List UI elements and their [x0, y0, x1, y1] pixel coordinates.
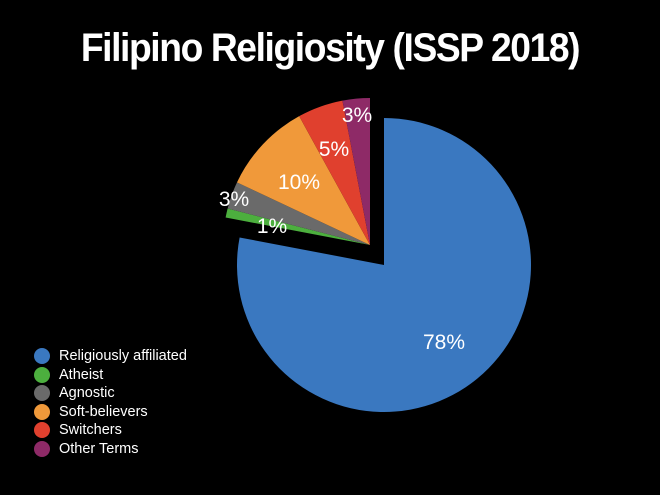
legend-label: Religiously affiliated [59, 348, 187, 365]
slice-label: 10% [278, 171, 320, 194]
legend-item: Soft-believers [34, 403, 187, 422]
slice-label: 5% [319, 138, 349, 161]
legend-label: Atheist [59, 366, 104, 383]
slice-label: 3% [342, 104, 372, 127]
legend-label: Switchers [59, 422, 122, 439]
legend-swatch-icon [34, 422, 50, 439]
chart-legend: Religiously affiliated Atheist Agnostic Sof… [34, 347, 187, 458]
legend-swatch-icon [34, 385, 50, 402]
legend-swatch-icon [34, 366, 50, 383]
legend-swatch-icon [34, 348, 50, 365]
pie-slice-other-terms [342, 98, 370, 245]
slice-label: 1% [257, 215, 287, 238]
slice-label: 3% [219, 188, 249, 211]
pie-slice-atheist [225, 208, 370, 245]
legend-item: Atheist [34, 366, 187, 385]
legend-swatch-icon [34, 403, 50, 420]
legend-swatch-icon [34, 440, 50, 457]
legend-item: Religiously affiliated [34, 347, 187, 366]
chart-title: Filipino Religiosity (ISSP 2018) [80, 26, 581, 70]
legend-item: Switchers [34, 421, 187, 440]
legend-item: Other Terms [34, 440, 187, 459]
pie-slice-switchers [299, 100, 370, 245]
legend-label: Soft-believers [59, 403, 148, 420]
legend-item: Agnostic [34, 384, 187, 403]
legend-label: Agnostic [59, 385, 115, 402]
pie-slice-agnostic [227, 182, 370, 245]
pie-slice-religiously-affiliated [236, 118, 531, 412]
pie-slice-soft-believers [236, 116, 370, 245]
legend-label: Other Terms [59, 440, 139, 457]
slice-label: 78% [423, 331, 465, 354]
